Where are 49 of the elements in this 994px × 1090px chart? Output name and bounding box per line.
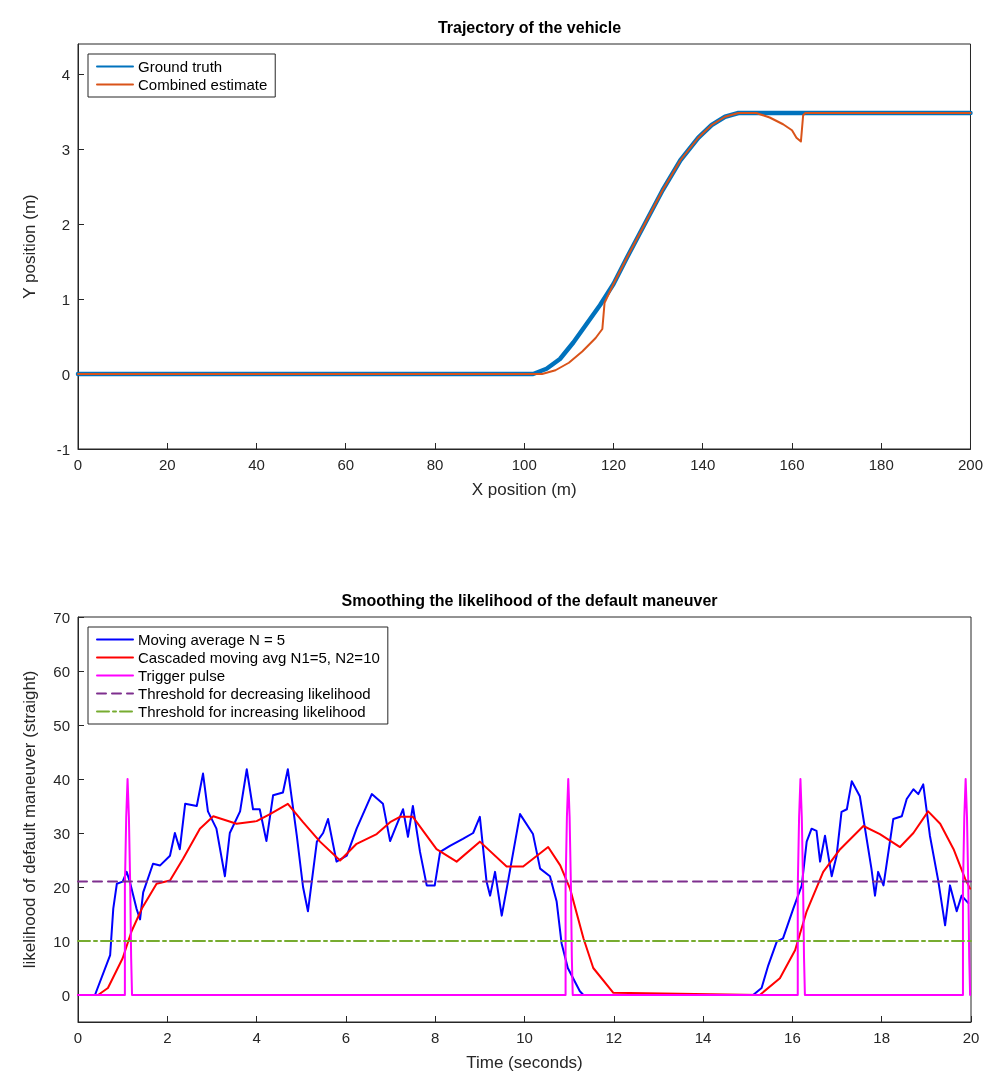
y-tick-label: -1 xyxy=(56,440,70,458)
x-tick-label: 180 xyxy=(868,456,894,473)
y-tick-label: 4 xyxy=(61,65,70,83)
y-tick-label: 70 xyxy=(53,608,70,626)
x-tick-label: 12 xyxy=(605,1029,623,1046)
legend-label: Threshold for decreasing likelihood xyxy=(138,685,371,702)
x-tick-label: 80 xyxy=(426,456,444,473)
x-tick-label: 8 xyxy=(431,1029,440,1046)
x-tick-label: 20 xyxy=(962,1029,980,1046)
x-tick-label: 14 xyxy=(694,1029,712,1046)
x-tick-label: 18 xyxy=(873,1029,891,1046)
legend-label: Combined estimate xyxy=(138,76,268,93)
y-tick-label: 0 xyxy=(61,986,70,1004)
y-axis-title: Y position (m) xyxy=(20,194,39,299)
x-tick-label: 40 xyxy=(248,456,265,473)
y-tick-label: 20 xyxy=(53,878,70,896)
y-tick-label: 30 xyxy=(53,824,70,842)
x-tick-label: 6 xyxy=(341,1029,351,1046)
y-tick-label: 1 xyxy=(61,290,70,308)
y-axis-title: likelihood of default maneuver (straight) xyxy=(20,670,39,969)
x-tick-label: 140 xyxy=(690,456,716,473)
legend-label: Threshold for increasing likelihood xyxy=(138,703,366,720)
x-axis-title: Time (seconds) xyxy=(466,1053,583,1072)
x-tick-label: 120 xyxy=(600,456,627,473)
y-tick-label: 2 xyxy=(61,215,70,233)
x-tick-label: 0 xyxy=(73,1029,83,1046)
y-tick-label: 60 xyxy=(53,662,70,680)
y-tick-label: 3 xyxy=(61,140,70,158)
x-tick-label: 0 xyxy=(73,456,83,473)
chart-title: Smoothing the likelihood of the default maneuver xyxy=(341,591,718,609)
x-tick-label: 60 xyxy=(337,456,355,473)
legend-label: Cascaded moving avg N1=5, N2=10 xyxy=(138,649,380,666)
x-axis-title: X position (m) xyxy=(471,480,577,499)
chart-title: Trajectory of the vehicle xyxy=(437,18,622,36)
x-tick-label: 20 xyxy=(158,456,176,473)
y-tick-label: 40 xyxy=(53,770,70,788)
x-tick-label: 16 xyxy=(784,1029,801,1046)
x-tick-label: 10 xyxy=(516,1029,533,1046)
y-tick-label: 10 xyxy=(53,932,70,950)
legend-label: Trigger pulse xyxy=(138,667,225,684)
y-tick-label: 0 xyxy=(61,365,70,383)
legend-label: Ground truth xyxy=(138,58,223,75)
x-tick-label: 2 xyxy=(163,1029,172,1046)
y-tick-label: 50 xyxy=(53,716,70,734)
legend-label: Moving average N = 5 xyxy=(138,631,286,648)
x-tick-label: 100 xyxy=(511,456,537,473)
x-tick-label: 200 xyxy=(957,456,983,473)
x-tick-label: 4 xyxy=(252,1029,261,1046)
x-tick-label: 160 xyxy=(779,456,805,473)
